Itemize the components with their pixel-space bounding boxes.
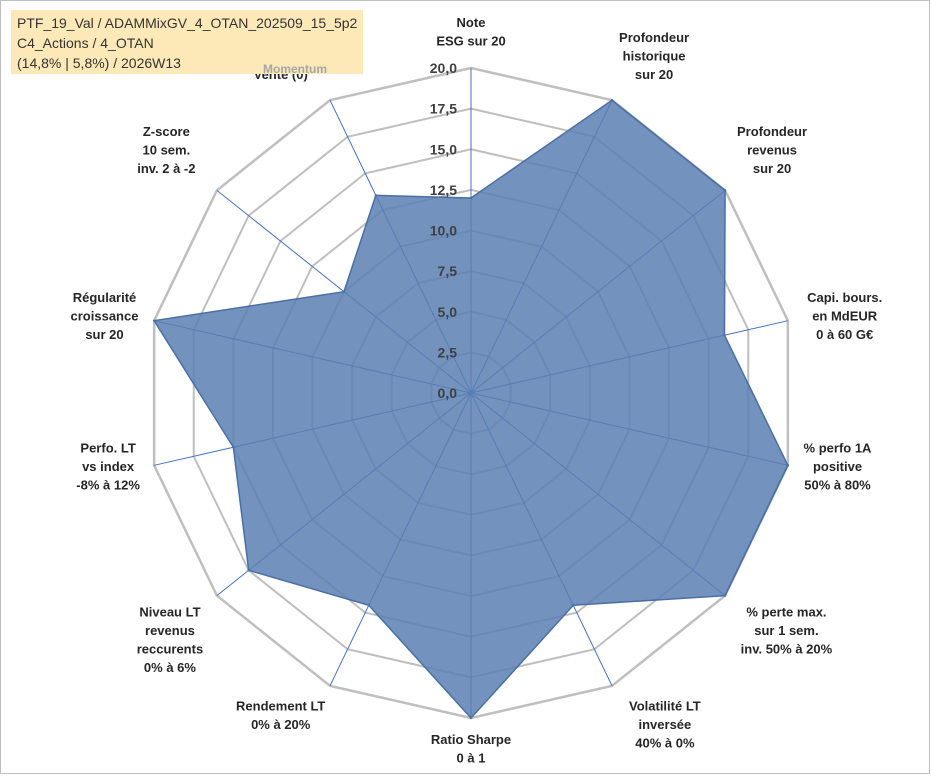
axis-label-3: Capi. bours. en MdEUR 0 à 60 G€ [807,290,882,342]
axis-label-1-line-0: Profondeur [619,30,689,45]
axis-label-0-line-0: Note [457,15,486,30]
series [152,98,790,720]
axis-label-9-line-1: revenus [145,623,195,638]
data-point-13 [374,194,378,197]
data-point-10 [232,446,235,449]
axis-label-8-line-1: 0% à 20% [251,717,311,732]
axis-label-11-line-0: Régularité [73,290,137,305]
axis-label-9-line-2: reccurents [137,641,203,656]
axis-label-3-line-2: 0 à 60 G€ [816,327,873,342]
axis-label-2-line-2: sur 20 [753,161,791,176]
axis-label-8: Rendement LT 0% à 20% [236,698,325,732]
axis-label-11: Régularité croissance sur 20 [71,290,139,342]
axis-label-11-line-1: croissance [71,308,139,323]
axis-label-5-line-0: % perte max. [746,604,826,619]
tick-labels: 0,0 2,5 5,0 7,5 10,0 12,5 15,0 17,5 20,0 [430,60,457,401]
data-point-4 [786,464,790,467]
axis-label-5-line-1: sur 1 sem. [754,623,818,638]
data-point-6 [572,604,575,607]
axis-label-1-line-1: historique [623,49,686,64]
tick-label-0: 0,0 [438,385,458,401]
data-point-3 [723,333,726,337]
axis-label-12: Z-score 10 sem. inv. 2 à -2 [137,124,195,176]
portfolio-info-box: PTF_19_Val / ADAMMixGV_4_OTAN_202509_15_… [11,10,363,74]
axis-label-4-line-1: positive [813,459,862,474]
axis-label-4-line-0: % perfo 1A [804,441,873,456]
axis-label-6-line-0: Volatilité LT [629,698,701,713]
tick-label-7: 17,5 [430,101,457,117]
info-line-3: (14,8% | 5,8%) / 2026W13 [17,55,181,71]
data-point-5 [723,594,727,597]
axis-label-12-line-0: Z-score [143,124,190,139]
axis-label-10-line-1: vs index [82,459,135,474]
axis-label-10: Perfo. LT vs index -8% à 12% [76,441,140,493]
data-point-12 [342,290,346,293]
data-point-2 [723,189,727,192]
axis-label-9-line-3: 0% à 6% [144,660,196,675]
axis-label-7: Ratio Sharpe 0 à 1 [431,732,511,766]
axis-label-4: % perfo 1A positive 50% à 80% [804,441,873,493]
axis-label-8-line-0: Rendement LT [236,698,325,713]
data-point-8 [367,604,370,607]
axis-label-6-line-1: inversée [639,717,692,732]
axis-label-2-line-0: Profondeur [737,124,807,139]
tick-label-5: 12,5 [430,182,457,198]
data-point-1 [610,98,614,102]
axis-label-2-line-1: revenus [747,143,797,158]
tick-label-8: 20,0 [430,60,457,76]
axis-label-6: Volatilité LT inversée 40% à 0% [629,698,701,750]
tick-label-6: 15,0 [430,141,457,157]
axis-label-4-line-2: 50% à 80% [804,478,871,493]
axis-label-0: Note ESG sur 20 [436,15,505,49]
axis-label-11-line-2: sur 20 [85,327,123,342]
tick-label-2: 5,0 [438,304,458,320]
data-point-0 [469,196,473,200]
axis-label-5-line-2: inv. 50% à 20% [741,641,833,656]
info-line-2: C4_Actions / 4_OTAN [17,35,154,51]
axis-label-9: Niveau LT revenus reccurents 0% à 6% [137,604,203,675]
axis-label-12-line-2: inv. 2 à -2 [137,161,195,176]
axis-labels: Note ESG sur 20 Profondeur historique sur 20… [71,15,883,766]
tick-label-4: 10,0 [430,223,457,239]
tick-label-3: 7,5 [438,263,458,279]
axis-label-1: Profondeur historique sur 20 [619,30,689,82]
axis-label-7-line-1: 0 à 1 [457,751,486,766]
data-point-7 [469,716,473,720]
axis-label-9-line-0: Niveau LT [139,604,200,619]
tick-label-1: 2,5 [438,344,458,360]
axis-label-2: Profondeur revenus sur 20 [737,124,807,176]
info-line-1: PTF_19_Val / ADAMMixGV_4_OTAN_202509_15_… [17,15,358,31]
data-point-9 [247,569,250,572]
axis-label-12-line-1: 10 sem. [143,143,191,158]
axis-label-5: % perte max. sur 1 sem. inv. 50% à 20% [741,604,833,656]
axis-label-7-line-0: Ratio Sharpe [431,732,511,747]
axis-label-10-line-0: Perfo. LT [80,441,135,456]
axis-label-3-line-0: Capi. bours. [807,290,882,305]
axis-label-6-line-2: 40% à 0% [635,735,695,750]
data-point-11 [152,319,156,322]
axis-label-10-line-2: -8% à 12% [76,478,140,493]
axis-label-0-line-1: ESG sur 20 [436,34,505,49]
axis-label-3-line-1: en MdEUR [812,308,878,323]
axis-label-1-line-2: sur 20 [635,67,673,82]
